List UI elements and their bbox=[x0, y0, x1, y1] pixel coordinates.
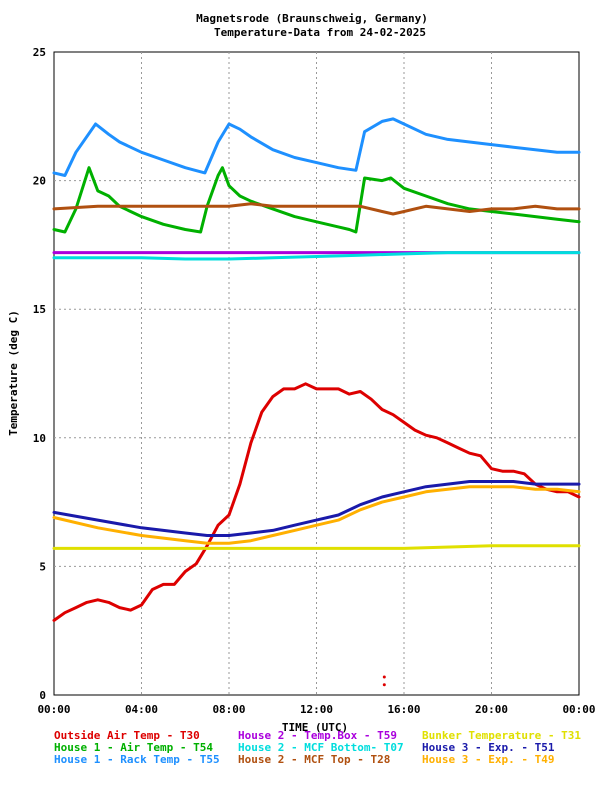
y-axis-label: Temperature (deg C) bbox=[7, 310, 20, 436]
y-tick-label: 5 bbox=[39, 560, 46, 573]
y-tick-label: 10 bbox=[33, 432, 46, 445]
series-line-t55 bbox=[52, 117, 581, 177]
series-line-t07 bbox=[52, 251, 581, 261]
series-lines bbox=[52, 117, 581, 687]
x-tick-label: 00:00 bbox=[562, 703, 595, 716]
outlier-point bbox=[382, 675, 386, 679]
grid-lines bbox=[54, 52, 579, 695]
chart-subtitle: Temperature-Data from 24-02-2025 bbox=[214, 26, 426, 39]
y-tick-label: 25 bbox=[33, 46, 46, 59]
y-tick-label: 20 bbox=[33, 175, 46, 188]
x-tick-label: 16:00 bbox=[387, 703, 420, 716]
x-tick-label: 00:00 bbox=[37, 703, 70, 716]
y-tick-label: 15 bbox=[33, 303, 46, 316]
y-tick-label: 0 bbox=[39, 689, 46, 702]
x-axis-label: TIME (UTC) bbox=[282, 721, 348, 734]
legend-entry: House 2 - MCF Bottom- T07 bbox=[238, 741, 404, 754]
series-line-t31 bbox=[52, 544, 581, 550]
legend-entry: House 2 - Temp.Box - T59 bbox=[238, 729, 397, 742]
x-tick-label: 08:00 bbox=[212, 703, 245, 716]
series-line-t51 bbox=[52, 480, 581, 537]
series-line-t28 bbox=[52, 202, 581, 216]
x-tick-label: 04:00 bbox=[125, 703, 158, 716]
legend-entry: House 2 - MCF Top - T28 bbox=[238, 753, 390, 766]
x-tick-label: 20:00 bbox=[475, 703, 508, 716]
legend-entry: House 3 - Exp. - T51 bbox=[422, 741, 555, 754]
legend-entry: Outside Air Temp - T30 bbox=[54, 729, 200, 742]
series-line-t54 bbox=[52, 166, 581, 234]
y-axis-ticks: 0 5 10 15 20 25 bbox=[33, 46, 46, 702]
legend-entry: House 3 - Exp. - T49 bbox=[422, 753, 554, 766]
legend-entry: House 1 - Rack Temp - T55 bbox=[54, 753, 220, 766]
chart-title: Magnetsrode (Braunschweig, Germany) bbox=[196, 12, 428, 25]
x-tick-label: 12:00 bbox=[300, 703, 333, 716]
legend-entry: House 1 - Air Temp - T54 bbox=[54, 741, 213, 754]
legend-entry: Bunker Temperature - T31 bbox=[422, 729, 581, 742]
series-line-t30 bbox=[52, 382, 581, 622]
legend: Outside Air Temp - T30 House 2 - Temp.Box… bbox=[54, 729, 581, 766]
x-axis-ticks: 00:00 04:00 08:00 12:00 16:00 20:00 00:00 bbox=[37, 703, 595, 716]
outlier-point bbox=[382, 683, 386, 687]
series-line-t49 bbox=[52, 485, 581, 545]
